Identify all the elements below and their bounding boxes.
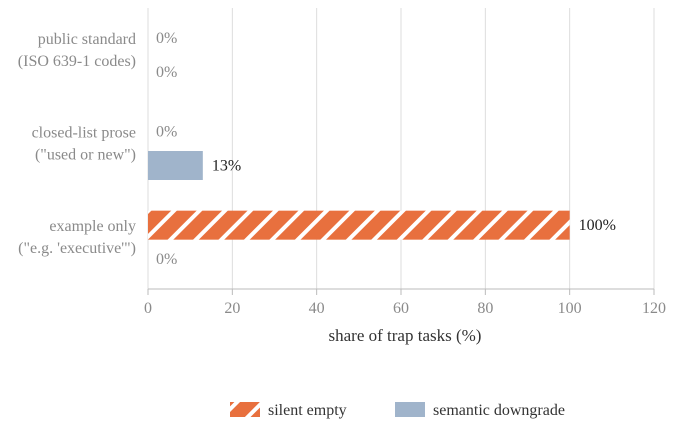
legend-swatch — [395, 402, 425, 417]
x-tick-label: 0 — [144, 300, 152, 317]
category-label: (ISO 639-1 codes) — [18, 53, 136, 70]
category-label: example only — [49, 218, 136, 235]
legend: silent empty semantic downgrade — [230, 402, 565, 419]
x-tick-label: 100 — [558, 300, 582, 317]
legend-swatch — [230, 402, 260, 417]
data-label: 0% — [156, 124, 177, 141]
data-label: 0% — [156, 251, 177, 268]
category-label: ("e.g. 'executive'") — [18, 240, 136, 257]
category-label: ("used or new") — [35, 147, 136, 164]
x-axis-title: share of trap tasks (%) — [329, 326, 482, 345]
category-label: public standard — [38, 31, 136, 48]
category-label: closed-list prose — [32, 125, 136, 142]
data-label: 0% — [156, 64, 177, 81]
bars — [148, 151, 570, 240]
data-label: 13% — [212, 158, 241, 175]
category-labels: public standard (ISO 639-1 codes) closed-l… — [18, 31, 136, 257]
x-tick-label: 60 — [393, 300, 409, 317]
x-tick-label: 80 — [477, 300, 493, 317]
data-label: 0% — [156, 30, 177, 47]
legend-label: semantic downgrade — [433, 402, 565, 419]
x-tick-label: 20 — [224, 300, 240, 317]
x-axis: 0 20 40 60 80 100 120 — [144, 288, 666, 317]
data-label: 100% — [579, 217, 616, 234]
legend-label: silent empty — [268, 402, 347, 419]
x-tick-label: 120 — [642, 300, 666, 317]
gridlines — [147, 8, 655, 289]
x-tick-label: 40 — [309, 300, 325, 317]
bar-silent-empty — [148, 210, 570, 240]
value-labels: 0% 0% 100% 0% 13% 0% — [156, 30, 616, 268]
bar-semantic-downgrade — [148, 151, 203, 180]
